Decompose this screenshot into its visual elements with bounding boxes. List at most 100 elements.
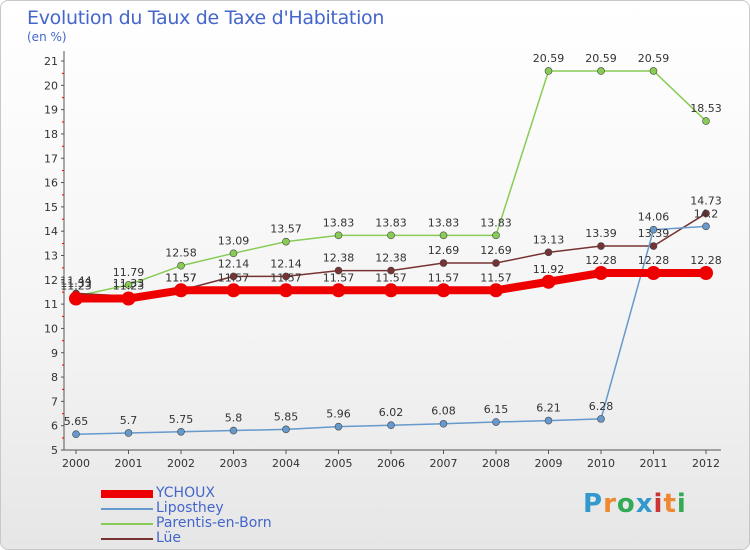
x-tick-label: 2008 <box>482 457 510 470</box>
legend-swatch <box>101 523 153 525</box>
data-label-ychoux: 11.57 <box>480 271 512 284</box>
x-tick-label: 2003 <box>220 457 248 470</box>
data-point-liposthey <box>124 429 133 437</box>
legend-swatch <box>101 508 153 510</box>
data-point-ychoux <box>436 283 451 298</box>
data-label-liposthey: 6.21 <box>536 402 561 415</box>
data-point-parentis-en-born <box>492 231 500 240</box>
data-point-ychoux <box>384 283 398 298</box>
logo-letter: r <box>603 489 617 519</box>
data-label-l-e: 12.38 <box>323 252 355 265</box>
data-point-liposthey <box>544 416 553 425</box>
y-tick-label: 5 <box>51 444 58 457</box>
data-label-ychoux: 12.28 <box>690 254 722 267</box>
y-axis-unit: (en %) <box>27 30 67 44</box>
data-point-liposthey <box>72 430 80 438</box>
data-point-ychoux <box>594 266 608 281</box>
chart-title: Evolution du Taux de Taxe d'Habitation <box>27 7 385 29</box>
data-label-ychoux: 11.57 <box>323 271 355 284</box>
x-tick-label: 2002 <box>167 457 195 470</box>
y-tick-label: 21 <box>44 55 58 68</box>
data-label-parentis-en-born: 11.79 <box>113 266 145 279</box>
y-tick-label: 10 <box>44 322 58 335</box>
y-tick-label: 16 <box>44 177 58 190</box>
data-label-l-e: 13.39 <box>585 227 617 240</box>
data-label-parentis-en-born: 11.33 <box>60 277 92 290</box>
data-point-parentis-en-born <box>439 231 448 240</box>
data-point-ychoux <box>331 283 346 298</box>
data-label-ychoux: 11.57 <box>218 271 250 284</box>
y-tick-label: 9 <box>51 347 58 360</box>
data-label-ychoux: 11.92 <box>533 263 565 276</box>
data-point-liposthey <box>702 222 710 231</box>
data-point-l-e <box>597 242 605 250</box>
data-label-parentis-en-born: 20.59 <box>533 52 565 65</box>
y-tick-label: 12 <box>44 274 58 287</box>
data-point-l-e <box>492 259 500 267</box>
data-label-l-e: 12.69 <box>428 244 460 257</box>
x-tick-label: 2001 <box>115 457 143 470</box>
logo-letter: x <box>635 489 654 519</box>
data-point-l-e <box>229 272 238 281</box>
data-point-parentis-en-born <box>177 261 185 270</box>
data-point-ychoux <box>279 283 293 298</box>
data-label-ychoux: 12.28 <box>585 254 617 267</box>
y-tick-label: 11 <box>44 298 58 311</box>
data-point-parentis-en-born <box>124 281 133 289</box>
x-tick-label: 2012 <box>692 457 720 470</box>
data-point-ychoux <box>699 266 713 281</box>
data-point-l-e <box>387 266 395 275</box>
data-label-liposthey: 5.7 <box>120 414 138 427</box>
data-label-l-e: 12.14 <box>270 257 302 270</box>
data-point-ychoux <box>69 291 83 306</box>
data-point-parentis-en-born <box>387 231 395 240</box>
data-label-ychoux: 11.57 <box>165 271 197 284</box>
legend-label: Parentis-en-Born <box>156 515 272 531</box>
data-label-l-e: 12.69 <box>480 244 512 257</box>
data-label-liposthey: 14.06 <box>638 211 670 224</box>
y-tick-label: 13 <box>44 250 58 263</box>
proxiti-logo: Proxiti <box>583 489 687 519</box>
legend-label: YCHOUX <box>156 485 215 501</box>
data-label-parentis-en-born: 20.59 <box>638 52 670 65</box>
data-label-liposthey: 14.2 <box>694 207 719 220</box>
data-point-ychoux <box>226 283 241 298</box>
data-label-liposthey: 6.15 <box>484 403 509 416</box>
data-label-ychoux: 11.57 <box>270 271 302 284</box>
x-tick-label: 2000 <box>62 457 90 470</box>
data-label-l-e: 11.33 <box>113 277 145 290</box>
logo-letter: i <box>676 489 687 519</box>
data-point-l-e <box>439 259 448 267</box>
data-point-ychoux <box>121 291 136 306</box>
data-label-liposthey: 5.85 <box>274 410 299 423</box>
x-tick-label: 2011 <box>640 457 668 470</box>
data-point-parentis-en-born <box>282 237 290 246</box>
y-tick-label: 8 <box>51 371 58 384</box>
data-label-parentis-en-born: 13.57 <box>270 223 302 236</box>
data-point-parentis-en-born <box>597 67 605 75</box>
data-label-ychoux: 11.23 <box>113 280 145 293</box>
data-label-parentis-en-born: 13.83 <box>375 216 407 229</box>
data-label-parentis-en-born: 13.83 <box>323 216 355 229</box>
data-label-l-e: 12.38 <box>375 252 407 265</box>
data-label-parentis-en-born: 12.58 <box>165 247 197 260</box>
data-point-ychoux <box>646 266 661 281</box>
data-label-liposthey: 5.75 <box>169 413 194 426</box>
logo-letter: o <box>616 489 636 519</box>
logo-letter: i <box>653 489 664 519</box>
data-point-liposthey <box>597 415 605 423</box>
y-tick-label: 19 <box>44 104 58 117</box>
legend-label: Lüe <box>156 530 182 546</box>
x-tick-label: 2010 <box>587 457 615 470</box>
x-tick-label: 2006 <box>377 457 405 470</box>
x-tick-label: 2007 <box>430 457 458 470</box>
y-tick-label: 20 <box>44 79 58 92</box>
logo-letter: t <box>663 489 677 519</box>
data-label-liposthey: 5.65 <box>64 415 89 428</box>
data-label-ychoux: 11.23 <box>60 280 92 293</box>
data-point-liposthey <box>282 425 290 434</box>
data-point-l-e <box>334 266 343 275</box>
data-label-liposthey: 5.8 <box>225 412 243 425</box>
